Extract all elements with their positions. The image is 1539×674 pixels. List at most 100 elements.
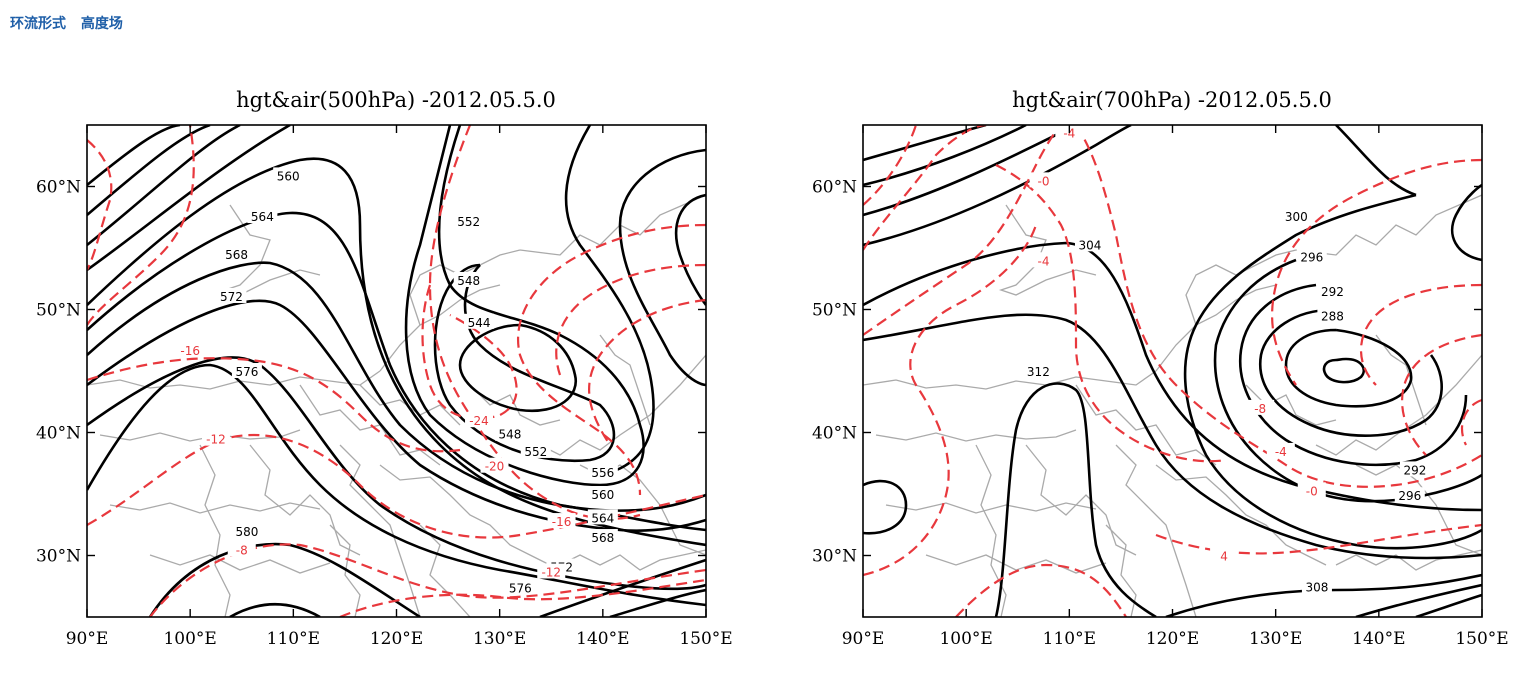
y-tick-label: 50°N (36, 301, 81, 321)
height-label-bg (1317, 307, 1348, 323)
temperature-label-bg (227, 541, 256, 557)
height-label-bg (1296, 248, 1327, 264)
temperature-contour-label: -16 (180, 344, 200, 358)
height-label-bg (1281, 208, 1312, 224)
temperature-label-bg (1297, 482, 1326, 498)
height-label-bg (221, 246, 252, 262)
height-label-bg (231, 522, 262, 538)
x-tick-label: 120°E (370, 629, 423, 649)
height-label-bg (1317, 283, 1348, 299)
temperature-label-bg (465, 412, 494, 428)
y-tick-label: 60°N (36, 178, 81, 198)
x-tick-label: 110°E (267, 629, 320, 649)
height-contour-label: 304 (1079, 238, 1102, 252)
y-tick-label: 40°N (812, 424, 857, 444)
province-borders (87, 194, 706, 617)
height-label-bg (1074, 236, 1105, 252)
height-label-bg (216, 287, 247, 303)
chart-panel-500hpa: hgt&air(500hPa) -2012.05.5.0 (0, 85, 760, 665)
x-tick-label: 150°E (679, 629, 732, 649)
y-tick-label: 30°N (36, 547, 81, 567)
height-contour-label: 292 (1403, 463, 1426, 477)
chart-title: hgt&air(500hPa) -2012.05.5.0 (236, 88, 556, 112)
height-contour-label: 544 (468, 316, 491, 330)
temperature-label-bg (201, 430, 230, 446)
height-label-bg (1023, 363, 1054, 378)
height-contour-label: 300 (1285, 210, 1308, 224)
province-borders (863, 194, 1482, 617)
height-label-bg (231, 363, 262, 378)
temperature-label-bg (1029, 252, 1058, 268)
y-tick-label: 50°N (812, 301, 857, 321)
height-contour-label: 576 (509, 581, 532, 595)
height-label-bg (1399, 461, 1430, 477)
temperature-label-bg (1246, 399, 1275, 415)
temperature-contour-label: -0 (1306, 484, 1318, 498)
temperature-contour-label: -12 (541, 565, 561, 579)
height-contour-label: 568 (225, 248, 248, 262)
height-contour-label: 560 (277, 169, 300, 183)
temperature-contour-label: -24 (469, 414, 489, 428)
height-label-bg (464, 313, 495, 329)
height-label-bg (494, 425, 525, 441)
temperature-contour-label: -4 (1275, 445, 1287, 459)
height-contour-label: 564 (251, 210, 274, 224)
temperature-label-bg (1210, 547, 1239, 563)
height-label-bg (453, 212, 484, 228)
x-axis: 90°E 100°E 110°E 120°E 130°E 140°E 150°E (66, 125, 733, 649)
height-label-bg (587, 486, 618, 501)
height-label-bg (1394, 487, 1425, 503)
temperature-contour-label: 4 (1220, 550, 1228, 564)
temperature-contour-label: -12 (206, 433, 226, 447)
height-label-bg (505, 579, 536, 595)
temperature-label-bg (176, 342, 205, 358)
temperature-contour-label: -4 (1038, 254, 1050, 268)
tab-circulation[interactable]: 环流形式 (10, 16, 66, 32)
x-tick-label: 130°E (473, 629, 526, 649)
x-tick-label: 100°E (163, 629, 216, 649)
height-label-bg (247, 208, 278, 224)
height-contour-label: 288 (1321, 310, 1344, 324)
height-contour-label: 552 (524, 445, 547, 459)
height-contour-label: 308 (1305, 580, 1328, 594)
height-contour-label: 296 (1300, 251, 1323, 265)
x-tick-label: 150°E (1455, 629, 1508, 649)
height-label-bg (453, 271, 484, 287)
temperature-contour-label: -20 (485, 460, 505, 474)
height-label-bg (587, 463, 618, 479)
height-contour-label: 552 (457, 215, 480, 229)
x-tick-label: 90°E (842, 629, 885, 649)
temperature-label-bg (537, 563, 566, 579)
height-contours (87, 125, 706, 617)
height-contour-label: 572 (220, 290, 243, 304)
temperature-contour-label: -0 (1038, 174, 1050, 188)
y-axis: 30°N 40°N 50°N 60°N (812, 178, 1482, 567)
x-tick-label: 110°E (1043, 629, 1096, 649)
temperature-contours (863, 125, 1482, 617)
x-tick-label: 140°E (1352, 629, 1405, 649)
x-axis: 90°E 100°E 110°E 120°E 130°E 140°E 150°E (842, 125, 1509, 649)
temperature-label-bg (1266, 442, 1295, 458)
height-label-bg (520, 442, 551, 458)
height-contour-label: 292 (1321, 285, 1344, 299)
tab-height-field[interactable]: 高度场 (80, 16, 123, 32)
height-label-bg (273, 167, 304, 183)
height-contour-label: 312 (1027, 365, 1050, 379)
chart-title: hgt&air(700hPa) -2012.05.5.0 (1012, 88, 1332, 112)
temperature-contour-label: -4 (1063, 126, 1075, 140)
x-tick-label: 100°E (939, 629, 992, 649)
x-tick-label: 90°E (66, 629, 109, 649)
height-label-bg (587, 509, 618, 525)
height-label-bg (587, 529, 618, 545)
x-tick-label: 120°E (1146, 629, 1199, 649)
y-axis: 30°N 40°N 50°N 60°N (36, 178, 706, 567)
height-contour-label: 556 (591, 466, 614, 480)
page-header: 环流形式 高度场 (10, 13, 133, 33)
temperature-label-bg (547, 513, 576, 529)
y-tick-label: 30°N (812, 547, 857, 567)
chart-panel-700hpa: hgt&air(700hPa) -2012.05.5.0 (776, 85, 1536, 665)
y-tick-label: 60°N (812, 178, 857, 198)
y-tick-label: 40°N (36, 424, 81, 444)
temperature-labels: -16 -12 -8 -24 -20 -16 -12 (176, 342, 576, 579)
height-contour-label: 564 (591, 511, 614, 525)
